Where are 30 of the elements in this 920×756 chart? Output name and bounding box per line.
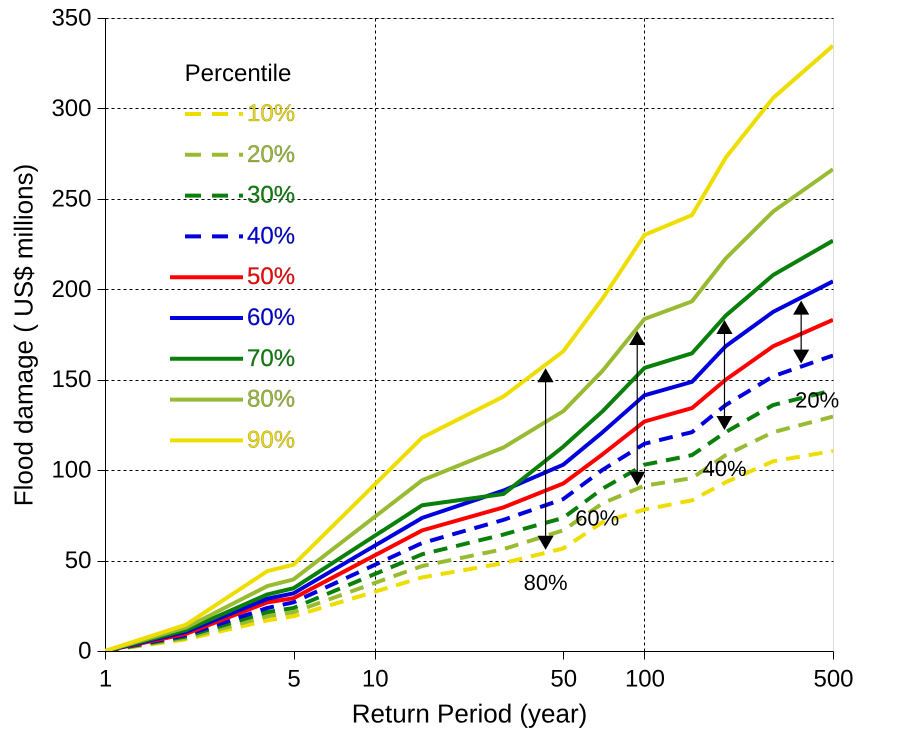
y-tick-label: 100 <box>51 456 92 484</box>
legend-label: 10% <box>247 100 296 127</box>
legend-label: 90% <box>247 426 296 454</box>
annotation: 80% <box>524 570 568 595</box>
y-tick-label: 0 <box>78 638 92 664</box>
x-tick-label: 50 <box>550 666 578 692</box>
y-tick-label: 350 <box>51 4 92 32</box>
legend-label: 50% <box>247 263 296 290</box>
x-tick-label: 5 <box>287 666 301 692</box>
x-tick-label: 1 <box>98 666 112 692</box>
legend-label: 80% <box>247 386 296 413</box>
y-tick-label: 250 <box>51 185 92 212</box>
y-tick-label: 200 <box>51 276 92 303</box>
annotation: 40% <box>702 456 747 481</box>
x-axis-title: Return Period (year) <box>352 698 588 728</box>
y-tick-label: 150 <box>51 366 92 394</box>
annotation: 60% <box>575 506 620 531</box>
legend-label: 60% <box>247 304 296 331</box>
x-tick-label: 500 <box>813 666 854 692</box>
legend-label: 40% <box>247 222 296 250</box>
y-tick-label: 300 <box>51 94 92 122</box>
legend-title: Percentile <box>184 60 292 87</box>
legend-label: 20% <box>247 140 296 168</box>
y-tick-label: 50 <box>64 547 92 574</box>
x-tick-label: 100 <box>624 666 665 692</box>
y-axis-title: Flood damage ( US$ millions) <box>8 164 38 506</box>
legend-label: 70% <box>247 344 296 372</box>
x-tick-label: 10 <box>362 666 389 692</box>
legend-label: 30% <box>247 182 296 209</box>
annotation: 20% <box>795 388 840 413</box>
